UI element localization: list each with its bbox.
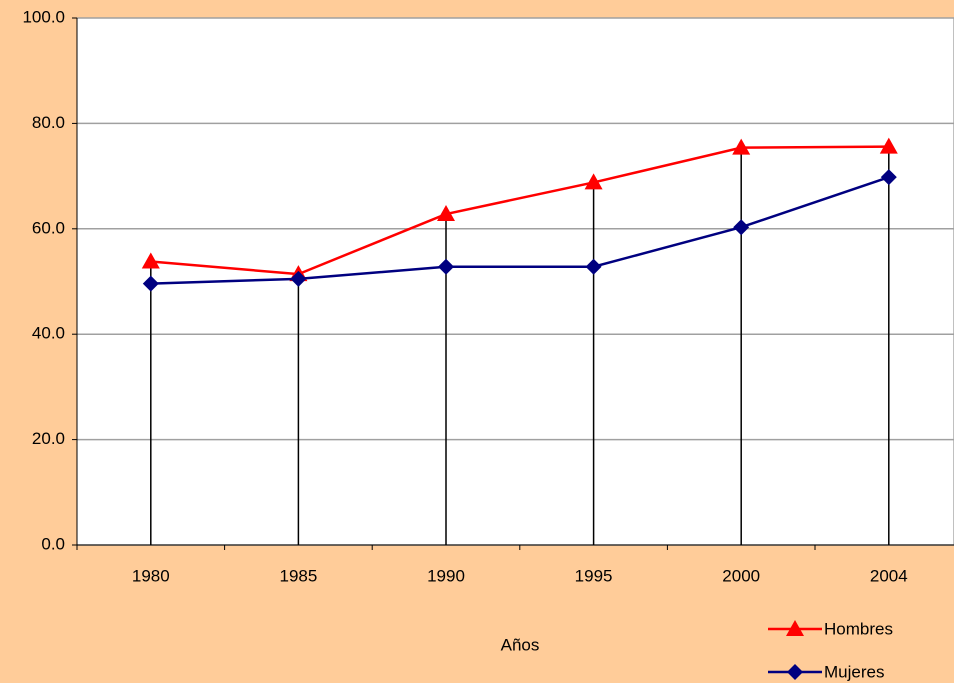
x-tick-label: 1985	[279, 566, 317, 585]
x-tick-label: 1995	[575, 566, 613, 585]
legend-label: Mujeres	[824, 662, 884, 681]
y-tick-label: 40.0	[32, 324, 65, 343]
x-tick-label: 2000	[722, 566, 760, 585]
legend-label: Hombres	[824, 619, 893, 638]
x-tick-label: 2004	[870, 566, 908, 585]
y-tick-label: 100.0	[22, 7, 65, 26]
x-tick-label: 1980	[132, 566, 170, 585]
chart: Años 0.0 20.0 40.0 60.0 80.0 100.0 1980 1985 199…	[0, 0, 954, 683]
y-tick-label: 0.0	[41, 534, 65, 553]
x-tick-label: 1990	[427, 566, 465, 585]
y-tick-label: 60.0	[32, 218, 65, 237]
y-tick-label: 20.0	[32, 429, 65, 448]
y-tick-label: 80.0	[32, 113, 65, 132]
x-axis-title: Años	[501, 635, 540, 654]
